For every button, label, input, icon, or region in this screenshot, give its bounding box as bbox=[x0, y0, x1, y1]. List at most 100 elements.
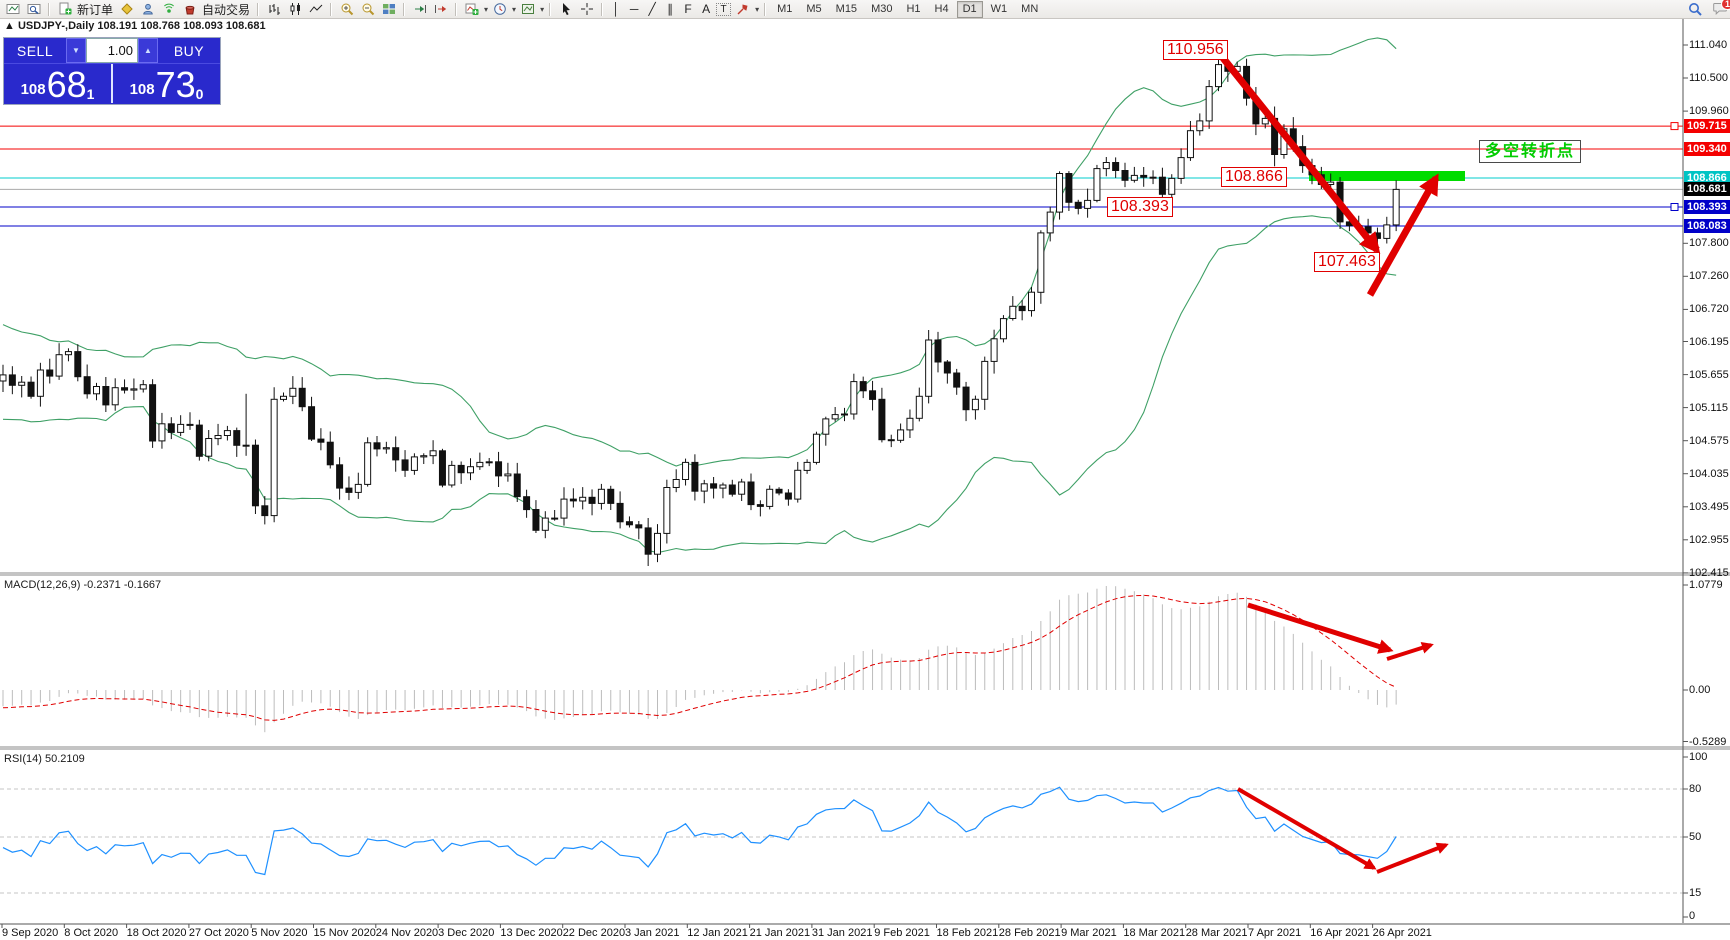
horizontal-level-lines bbox=[0, 125, 1683, 227]
timeframe-d1-button[interactable]: D1 bbox=[956, 0, 983, 18]
symbol-title: ▲ USDJPY-,Daily 108.191 108.768 108.093 … bbox=[4, 20, 266, 32]
text-label-icon[interactable]: T bbox=[716, 2, 732, 16]
crosshair-icon[interactable] bbox=[577, 1, 596, 17]
chart-window-icon[interactable] bbox=[3, 1, 22, 17]
timeframe-w1-button[interactable]: W1 bbox=[990, 3, 1008, 15]
price-axis-tick: 107.800 bbox=[1689, 237, 1729, 250]
vertical-line-icon[interactable]: │ bbox=[612, 2, 620, 16]
volume-decrease-button[interactable]: ▼ bbox=[66, 38, 86, 63]
buy-price-big: 73 bbox=[155, 64, 196, 105]
buy-button[interactable]: BUY bbox=[173, 42, 205, 59]
trend-arrow[interactable] bbox=[1366, 173, 1440, 297]
rsi-axis-label: 15 bbox=[1689, 887, 1702, 899]
sell-button[interactable]: SELL bbox=[16, 42, 54, 59]
price-axis-tick: 104.575 bbox=[1689, 434, 1729, 447]
rsi-trend-arrow[interactable] bbox=[1376, 842, 1449, 874]
zoom-in-icon[interactable] bbox=[337, 1, 356, 17]
time-axis-label: 16 Apr 2021 bbox=[1310, 927, 1370, 939]
publisher-icon[interactable] bbox=[138, 1, 157, 17]
timeframe-h1-button[interactable]: H1 bbox=[906, 3, 921, 15]
auto-trading-icon[interactable] bbox=[180, 1, 199, 17]
price-axis-tick: 102.955 bbox=[1689, 533, 1729, 546]
periods-icon[interactable] bbox=[490, 1, 509, 17]
rsi-axis-label: 100 bbox=[1689, 751, 1708, 763]
sell-price-prefix: 108 bbox=[20, 81, 46, 98]
trend-arrow[interactable] bbox=[1220, 55, 1381, 255]
text-icon[interactable]: A bbox=[702, 2, 711, 16]
add-indicator-dropdown-icon[interactable]: ▾ bbox=[484, 4, 489, 14]
buy-price[interactable]: 108 73 0 bbox=[113, 64, 220, 103]
arrows-icon[interactable] bbox=[733, 1, 752, 17]
candlestick-chart-icon[interactable] bbox=[285, 1, 304, 17]
time-axis-label: 15 Nov 2020 bbox=[313, 927, 376, 939]
time-axis-label: 9 Mar 2021 bbox=[1061, 927, 1117, 939]
add-indicator-icon[interactable] bbox=[462, 1, 481, 17]
time-axis-label: 3 Dec 2020 bbox=[438, 927, 495, 939]
tile-windows-icon[interactable] bbox=[379, 1, 398, 17]
annotation-arrows bbox=[1220, 55, 1449, 874]
zoom-window-icon[interactable] bbox=[24, 1, 43, 17]
auto-scroll-icon[interactable] bbox=[410, 1, 429, 17]
templates-icon[interactable] bbox=[518, 1, 537, 17]
timeframe-mn-button[interactable]: MN bbox=[1021, 3, 1039, 15]
collapse-panel-icon[interactable]: ▲ bbox=[4, 20, 15, 32]
time-axis-label: 9 Sep 2020 bbox=[2, 927, 59, 939]
price-axis-tick: 104.035 bbox=[1689, 467, 1729, 480]
price-annotation-label[interactable]: 108.393 bbox=[1107, 197, 1173, 217]
price-level-badge: 108.681 bbox=[1684, 182, 1730, 197]
trendline-icon[interactable]: ╱ bbox=[648, 2, 656, 16]
toolbar-separator bbox=[257, 2, 260, 16]
templates-dropdown-icon[interactable]: ▾ bbox=[540, 4, 545, 14]
rsi-axis-label: 50 bbox=[1689, 831, 1702, 843]
time-axis-label: 13 Dec 2020 bbox=[500, 927, 563, 939]
timeframe-m1-button[interactable]: M1 bbox=[777, 3, 793, 15]
price-level-badge: 109.340 bbox=[1684, 142, 1730, 157]
price-annotation-label[interactable]: 107.463 bbox=[1314, 252, 1380, 272]
arrows-dropdown-icon[interactable]: ▾ bbox=[755, 4, 760, 14]
macd-axis-label: -0.5289 bbox=[1689, 735, 1727, 748]
price-annotation-label[interactable]: 108.866 bbox=[1221, 167, 1287, 187]
buy-price-prefix: 108 bbox=[129, 81, 155, 98]
bar-chart-icon[interactable] bbox=[264, 1, 283, 17]
toolbar-separator bbox=[48, 2, 50, 16]
new-order-label: 新订单 bbox=[77, 2, 114, 17]
price-axis-tick: 106.720 bbox=[1689, 303, 1729, 316]
fibonacci-icon[interactable]: F bbox=[684, 2, 692, 16]
signals-icon[interactable] bbox=[159, 1, 178, 17]
time-axis-label: 28 Mar 2021 bbox=[1185, 927, 1248, 939]
time-axis-label: 9 Feb 2021 bbox=[874, 927, 930, 939]
volume-input[interactable]: 1.00 bbox=[86, 38, 138, 63]
turning-point-text-label[interactable]: 多空转折点 bbox=[1479, 140, 1582, 163]
macd-trend-arrow[interactable] bbox=[1247, 602, 1394, 654]
toolbar-separator bbox=[764, 2, 767, 16]
styler-icon[interactable] bbox=[117, 1, 136, 17]
rsi-trend-arrow[interactable] bbox=[1236, 787, 1377, 870]
line-chart-icon[interactable] bbox=[306, 1, 325, 17]
macd-indicator-label: MACD(12,26,9) -0.2371 -0.1667 bbox=[4, 579, 162, 591]
horizontal-line-icon[interactable]: ─ bbox=[629, 2, 639, 16]
zoom-out-icon[interactable] bbox=[358, 1, 377, 17]
timeframe-h4-button[interactable]: H4 bbox=[934, 3, 949, 15]
periods-dropdown-icon[interactable]: ▾ bbox=[512, 4, 517, 14]
time-axis-label: 21 Jan 2021 bbox=[749, 927, 811, 939]
timeframe-m30-button[interactable]: M30 bbox=[871, 3, 893, 15]
gridlines bbox=[0, 788, 1683, 894]
time-axis-label: 5 Nov 2020 bbox=[251, 927, 308, 939]
equidistant-channel-icon[interactable]: ∥ bbox=[667, 2, 674, 16]
timeframe-m5-button[interactable]: M5 bbox=[806, 3, 822, 15]
price-annotation-label[interactable]: 110.956 bbox=[1163, 40, 1228, 60]
chart-shift-icon[interactable] bbox=[431, 1, 450, 17]
sell-price[interactable]: 108 68 1 bbox=[4, 64, 113, 103]
macd-trend-arrow[interactable] bbox=[1386, 642, 1434, 661]
new-order-icon[interactable] bbox=[55, 1, 74, 17]
macd-axis-label: 1.0779 bbox=[1689, 579, 1723, 591]
toolbar-separator bbox=[455, 2, 458, 16]
search-icon[interactable] bbox=[1685, 1, 1704, 17]
cursor-icon[interactable] bbox=[556, 1, 575, 17]
time-axis-label: 18 Oct 2020 bbox=[126, 927, 187, 939]
volume-increase-button[interactable]: ▲ bbox=[138, 38, 158, 63]
timeframe-m15-button[interactable]: M15 bbox=[835, 3, 858, 15]
price-level-badge: 108.083 bbox=[1684, 218, 1730, 233]
